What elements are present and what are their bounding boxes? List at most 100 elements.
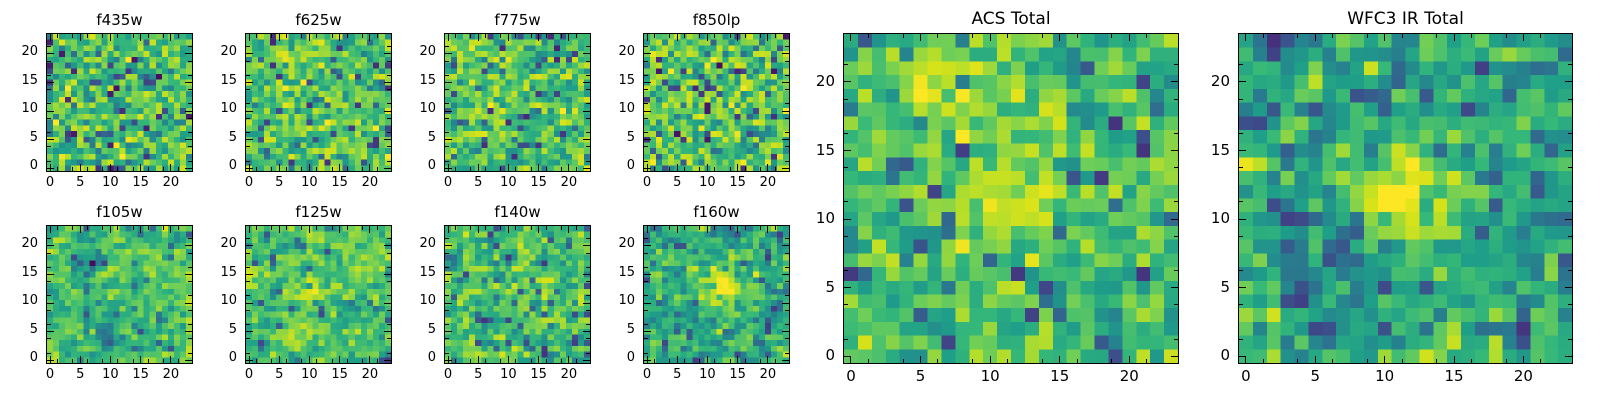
tick-mark xyxy=(308,226,310,233)
tick-mark xyxy=(774,359,776,363)
tick-mark xyxy=(445,74,449,76)
tick-mark xyxy=(729,359,731,363)
tick-mark xyxy=(1262,359,1264,363)
tick-mark xyxy=(902,359,904,363)
tick-mark xyxy=(188,323,192,325)
tick-mark xyxy=(1540,34,1542,38)
tick-mark xyxy=(246,60,250,62)
tick-mark xyxy=(1239,64,1243,66)
tick-mark xyxy=(87,167,89,171)
panel-f105w: f105w 0 5 10 15 20 0 5 10 15 20 xyxy=(21,203,193,382)
y-tick-label: 5 xyxy=(1220,277,1230,296)
tick-mark xyxy=(72,226,74,230)
tick-mark xyxy=(246,252,250,254)
tick-mark xyxy=(759,34,761,38)
tick-mark xyxy=(1565,355,1572,357)
x-tick-label: 15 xyxy=(729,367,746,382)
tick-mark xyxy=(676,356,678,363)
tick-mark xyxy=(369,356,371,363)
tick-mark xyxy=(246,146,250,148)
tick-mark xyxy=(1262,34,1264,38)
tick-mark xyxy=(507,226,509,233)
y-tick-label: 5 xyxy=(29,321,38,337)
tick-mark xyxy=(785,103,789,105)
tick-mark xyxy=(1384,356,1386,363)
tick-mark xyxy=(57,167,59,171)
tick-mark xyxy=(937,34,939,38)
tick-mark xyxy=(445,89,449,91)
tick-mark xyxy=(387,338,391,340)
tick-mark xyxy=(286,34,288,38)
y-tick-label: 5 xyxy=(427,321,436,337)
tick-mark xyxy=(387,103,391,105)
tick-mark xyxy=(47,139,54,141)
tick-mark xyxy=(1174,201,1178,203)
tick-mark xyxy=(445,131,449,133)
tick-mark xyxy=(47,295,51,297)
x-tick-label: 10 xyxy=(301,367,318,382)
tick-mark xyxy=(132,34,134,38)
x-tick-label: 15 xyxy=(331,175,348,190)
tick-mark xyxy=(185,359,192,361)
tick-mark xyxy=(644,309,648,311)
tick-mark xyxy=(185,82,192,84)
tick-mark xyxy=(470,226,472,230)
tick-mark xyxy=(644,274,651,276)
tick-mark xyxy=(699,226,701,230)
y-tick-label: 15 xyxy=(21,264,38,280)
y-tick-label: 0 xyxy=(228,350,237,366)
tick-mark xyxy=(384,110,391,112)
x-tick-label: 0 xyxy=(443,175,453,190)
tick-mark xyxy=(586,352,590,354)
panel-f435w: f435w 0 5 10 15 20 0 5 10 15 20 xyxy=(21,11,193,190)
tick-mark xyxy=(785,352,789,354)
x-tick-label: 20 xyxy=(560,367,578,382)
tick-mark xyxy=(188,295,192,297)
tick-mark xyxy=(445,167,452,169)
tick-mark xyxy=(384,359,391,361)
tick-mark xyxy=(188,338,192,340)
tick-mark xyxy=(177,34,179,38)
tick-mark xyxy=(1171,287,1178,289)
tick-mark xyxy=(308,34,310,41)
tick-mark xyxy=(177,167,179,171)
tick-mark xyxy=(271,359,273,363)
heatmap-canvas xyxy=(644,34,789,171)
tick-mark xyxy=(1245,356,1247,363)
tick-mark xyxy=(140,34,142,41)
tick-mark xyxy=(256,359,258,363)
tick-mark xyxy=(286,359,288,363)
tick-mark xyxy=(575,226,577,230)
tick-mark xyxy=(339,34,341,41)
tick-mark xyxy=(714,34,716,38)
tick-mark xyxy=(530,226,532,230)
tick-mark xyxy=(644,295,648,297)
tick-mark xyxy=(844,64,848,66)
tick-mark xyxy=(1540,359,1542,363)
tick-mark xyxy=(162,34,164,38)
tick-mark xyxy=(507,356,509,363)
tick-mark xyxy=(47,82,54,84)
tick-mark xyxy=(47,352,51,354)
tick-mark xyxy=(246,167,253,169)
tick-mark xyxy=(644,266,648,268)
tick-mark xyxy=(188,352,192,354)
tick-mark xyxy=(384,82,391,84)
tick-mark xyxy=(246,74,250,76)
tick-mark xyxy=(147,226,149,230)
tick-mark xyxy=(445,46,449,48)
tick-mark xyxy=(246,359,253,361)
tick-mark xyxy=(447,164,449,171)
y-tick-label: 10 xyxy=(815,209,835,228)
y-tick-label: 15 xyxy=(21,72,38,88)
x-tick-label: 15 xyxy=(331,367,348,382)
tick-mark xyxy=(1174,304,1178,306)
panel-f775w: f775w 0 5 10 15 20 0 5 10 15 20 xyxy=(419,11,591,190)
y-tick-label: 20 xyxy=(220,235,237,251)
tick-mark xyxy=(248,226,250,233)
tick-mark xyxy=(369,164,371,171)
y-tick-label: 10 xyxy=(220,101,237,117)
tick-mark xyxy=(47,266,51,268)
tick-mark xyxy=(188,160,192,162)
tick-mark xyxy=(1332,34,1334,38)
